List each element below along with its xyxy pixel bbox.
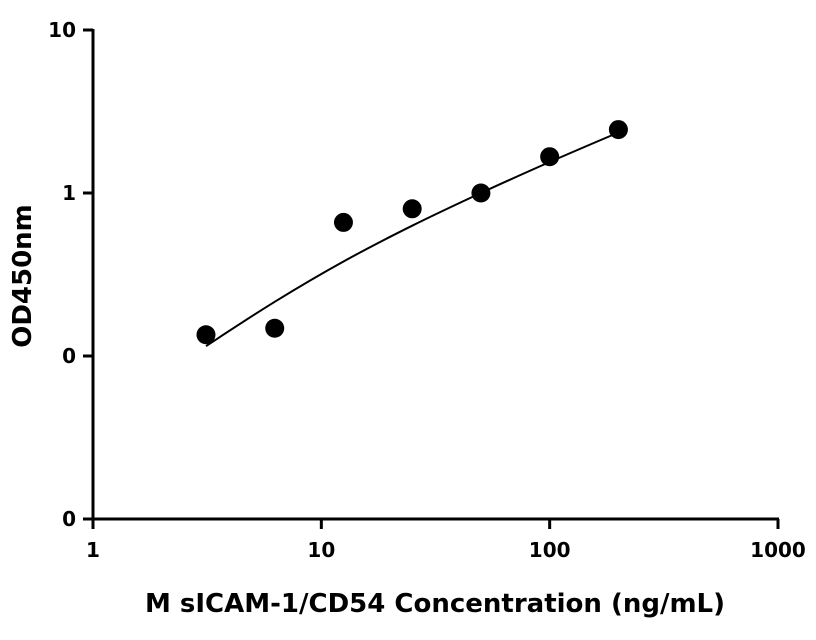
data-point [333, 212, 353, 232]
data-point [471, 183, 491, 203]
x-axis-ticks: 1 10 100 1000 [86, 519, 806, 562]
data-point [402, 199, 422, 219]
x-tick-label: 1 [86, 538, 100, 562]
x-tick-label: 1000 [750, 538, 806, 562]
data-point [540, 147, 560, 167]
y-tick-label: 1 [62, 181, 76, 205]
y-axis-ticks: 0 0 1 10 [48, 18, 93, 531]
x-tick-label: 100 [529, 538, 571, 562]
y-tick-label: 0 [62, 344, 76, 368]
x-tick-label: 10 [307, 538, 335, 562]
data-point [196, 325, 216, 345]
data-points [196, 120, 628, 345]
y-axis-title: OD450nm [8, 204, 38, 348]
y-tick-label: 10 [48, 18, 76, 42]
y-tick-label: 0 [62, 507, 76, 531]
x-axis-title: M sICAM-1/CD54 Concentration (ng/mL) [145, 589, 725, 619]
fit-curve [205, 131, 619, 347]
data-point [265, 318, 285, 338]
data-point [608, 120, 628, 140]
